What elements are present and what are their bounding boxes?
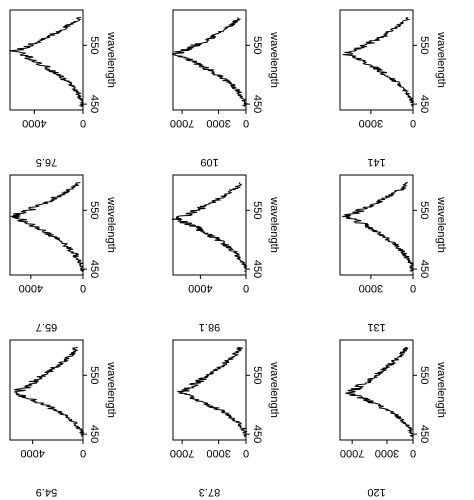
panel-6: 450 550 wavelength 0 3000 131 (339, 174, 447, 333)
y-tick-label: 7000 (340, 447, 364, 459)
x-tick-label: 550 (88, 36, 100, 54)
panel-title: 65.7 (36, 321, 57, 333)
y-tick-label: 0 (410, 447, 416, 459)
x-axis-title: wavelength (435, 196, 447, 253)
y-tick-label: 4000 (22, 117, 46, 129)
y-tick-label: 0 (410, 117, 416, 129)
panel-title: 131 (367, 321, 385, 333)
panel-9: 450 550 wavelength 0 3000 7000 120 (339, 339, 447, 498)
panel-title: 87.3 (199, 486, 220, 498)
panel-frame (339, 174, 414, 276)
panel-1: 450 550 wavelength 0 4000 76.5 (9, 9, 117, 168)
y-tick-label: 0 (243, 447, 249, 459)
panel-frame (9, 339, 84, 441)
panel-frame (339, 9, 414, 111)
panel-title: 54.9 (36, 486, 57, 498)
x-tick-label: 550 (418, 36, 430, 54)
x-tick-label: 450 (418, 260, 430, 278)
x-tick-label: 450 (88, 425, 100, 443)
panel-frame (9, 174, 84, 276)
spectrum-line (9, 17, 85, 107)
y-tick-label: 7000 (170, 447, 194, 459)
panel-7: 450 550 wavelength 0 4000 54.9 (9, 339, 117, 498)
x-axis-title: wavelength (268, 196, 280, 253)
spectrum-line (10, 182, 85, 272)
panel-frame (9, 9, 84, 111)
spectrum-line (177, 347, 248, 437)
y-tick-label: 3000 (359, 117, 383, 129)
y-tick-label: 0 (80, 282, 86, 294)
panel-frame (339, 339, 414, 441)
y-tick-label: 4000 (19, 282, 43, 294)
x-axis-title: wavelength (268, 31, 280, 88)
x-axis-title: wavelength (435, 361, 447, 418)
x-tick-label: 550 (418, 366, 430, 384)
spectrum-line (342, 182, 415, 272)
y-tick-label: 4000 (20, 447, 44, 459)
panel-title: 76.5 (36, 156, 57, 168)
y-tick-label: 3000 (206, 447, 230, 459)
y-tick-label: 3000 (359, 282, 383, 294)
spectrum-line (345, 347, 415, 437)
y-tick-label: 3000 (375, 447, 399, 459)
x-axis-title: wavelength (105, 31, 117, 88)
x-tick-label: 550 (88, 201, 100, 219)
panel-4: 450 550 wavelength 0 4000 65.7 (9, 174, 117, 333)
spectrum-line (342, 17, 415, 107)
panel-frame (172, 9, 247, 111)
y-tick-label: 0 (80, 447, 86, 459)
y-tick-label: 0 (80, 117, 86, 129)
y-tick-label: 3000 (206, 117, 230, 129)
y-tick-label: 4000 (188, 282, 212, 294)
x-tick-label: 450 (88, 260, 100, 278)
panel-2: 450 550 wavelength 0 3000 7000 109 (170, 9, 280, 168)
x-axis-title: wavelength (105, 361, 117, 418)
spectrum-line (13, 347, 85, 437)
y-tick-label: 0 (410, 282, 416, 294)
x-tick-label: 450 (251, 95, 263, 113)
y-tick-label: 7000 (170, 117, 194, 129)
x-tick-label: 450 (251, 260, 263, 278)
panel-title: 120 (367, 486, 385, 498)
y-tick-label: 0 (243, 117, 249, 129)
x-tick-label: 450 (418, 95, 430, 113)
panel-8: 450 550 wavelength 0 3000 7000 87.3 (170, 339, 280, 498)
x-tick-label: 450 (418, 425, 430, 443)
panel-title: 141 (367, 156, 385, 168)
panel-frame (172, 339, 247, 441)
panel-3: 450 550 wavelength 0 3000 141 (339, 9, 447, 168)
x-tick-label: 550 (88, 366, 100, 384)
spectrum-line (170, 17, 248, 107)
spectrum-line (171, 182, 248, 272)
y-tick-label: 0 (243, 282, 249, 294)
x-axis-title: wavelength (268, 361, 280, 418)
x-tick-label: 550 (418, 201, 430, 219)
x-tick-label: 550 (251, 201, 263, 219)
x-tick-label: 450 (251, 425, 263, 443)
x-tick-label: 550 (251, 366, 263, 384)
x-tick-label: 550 (251, 36, 263, 54)
x-tick-label: 450 (88, 95, 100, 113)
panel-title: 98.1 (199, 321, 220, 333)
panel-5: 450 550 wavelength 0 4000 98.1 (171, 174, 280, 333)
panel-frame (172, 174, 247, 276)
panel-title: 109 (200, 156, 218, 168)
x-axis-title: wavelength (435, 31, 447, 88)
x-axis-title: wavelength (105, 196, 117, 253)
